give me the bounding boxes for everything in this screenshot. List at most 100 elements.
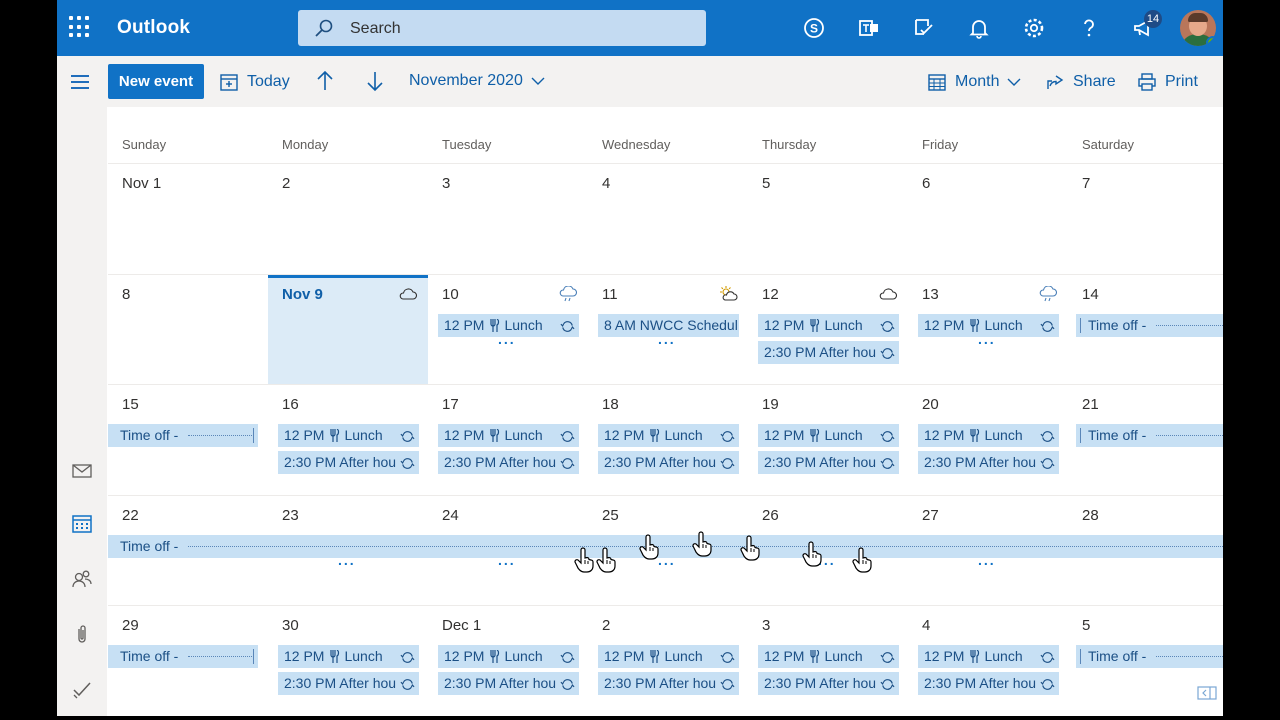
day-number[interactable]: 8: [122, 286, 131, 303]
day-number[interactable]: 20: [922, 396, 939, 413]
lunch-event[interactable]: 12 PM Lunch: [758, 314, 899, 337]
lunch-event[interactable]: 12 PM Lunch: [278, 424, 419, 447]
lunch-event[interactable]: 12 PM Lunch: [598, 424, 739, 447]
day-number[interactable]: Nov 9: [282, 286, 323, 303]
day-number[interactable]: 15: [122, 396, 139, 413]
after-hours-event[interactable]: 2:30 PM After hou: [918, 672, 1059, 695]
lunch-event[interactable]: 12 PM Lunch: [438, 645, 579, 668]
more-events-indicator[interactable]: ...: [658, 552, 676, 568]
day-number[interactable]: 28: [1082, 507, 1099, 524]
day-number[interactable]: 10: [442, 286, 459, 303]
after-hours-event[interactable]: 2:30 PM After hou: [758, 672, 899, 695]
lunch-event[interactable]: 12 PM Lunch: [598, 645, 739, 668]
after-hours-event[interactable]: 2:30 PM After hou: [758, 341, 899, 364]
view-month-dropdown[interactable]: Month: [927, 72, 1021, 92]
time-off-event[interactable]: Time off -: [108, 424, 258, 447]
day-number[interactable]: 23: [282, 507, 299, 524]
next-arrow-down-icon[interactable]: [365, 70, 393, 92]
todo-check-icon[interactable]: [71, 678, 93, 700]
my-day-icon[interactable]: [912, 16, 936, 40]
after-hours-event[interactable]: 2:30 PM After hou: [438, 672, 579, 695]
day-number[interactable]: 7: [1082, 175, 1091, 192]
after-hours-event[interactable]: 2:30 PM After hou: [438, 451, 579, 474]
day-number[interactable]: 22: [122, 507, 139, 524]
day-number[interactable]: 2: [602, 617, 611, 634]
day-number[interactable]: 12: [762, 286, 779, 303]
after-hours-event[interactable]: 2:30 PM After hou: [598, 451, 739, 474]
attachment-paperclip-icon[interactable]: [71, 623, 93, 645]
more-events-indicator[interactable]: ...: [978, 331, 996, 347]
after-hours-event[interactable]: 2:30 PM After hou: [278, 672, 419, 695]
day-number[interactable]: 14: [1082, 286, 1099, 303]
day-number[interactable]: 5: [762, 175, 771, 192]
lunch-event[interactable]: 12 PM Lunch: [918, 314, 1059, 337]
lunch-event[interactable]: 12 PM Lunch: [918, 424, 1059, 447]
more-events-indicator[interactable]: ...: [818, 552, 836, 568]
teams-icon[interactable]: [857, 16, 881, 40]
more-events-indicator[interactable]: ...: [658, 331, 676, 347]
print-button[interactable]: Print: [1137, 72, 1198, 92]
more-events-indicator[interactable]: ...: [498, 552, 516, 568]
user-avatar[interactable]: [1180, 10, 1216, 46]
expand-pane-icon[interactable]: [1197, 686, 1217, 700]
day-number[interactable]: 13: [922, 286, 939, 303]
previous-arrow-up-icon[interactable]: [315, 70, 343, 92]
day-number[interactable]: 30: [282, 617, 299, 634]
day-number[interactable]: 2: [282, 175, 291, 192]
after-hours-event[interactable]: 2:30 PM After hou: [918, 451, 1059, 474]
share-button[interactable]: Share: [1045, 72, 1116, 92]
day-number[interactable]: 27: [922, 507, 939, 524]
new-event-button[interactable]: New event: [108, 64, 204, 99]
day-number[interactable]: 3: [442, 175, 451, 192]
day-number[interactable]: 29: [122, 617, 139, 634]
app-launcher-icon[interactable]: [69, 16, 91, 38]
after-hours-event[interactable]: 2:30 PM After hou: [598, 672, 739, 695]
more-events-indicator[interactable]: ...: [978, 552, 996, 568]
day-number[interactable]: 25: [602, 507, 619, 524]
search-input[interactable]: Search: [350, 20, 401, 37]
mail-icon[interactable]: [71, 460, 93, 482]
lunch-event[interactable]: 12 PM Lunch: [438, 314, 579, 337]
day-number[interactable]: Dec 1: [442, 617, 482, 634]
time-off-event[interactable]: Time off -: [108, 645, 258, 668]
day-number[interactable]: 4: [922, 617, 931, 634]
time-off-event[interactable]: Time off -: [1076, 424, 1223, 447]
time-off-event[interactable]: Time off -: [1076, 314, 1223, 337]
period-picker[interactable]: November 2020: [409, 72, 545, 90]
lunch-event[interactable]: 12 PM Lunch: [758, 645, 899, 668]
lunch-event[interactable]: 12 PM Lunch: [278, 645, 419, 668]
after-hours-event[interactable]: 2:30 PM After hou: [278, 451, 419, 474]
day-number[interactable]: 16: [282, 396, 299, 413]
day-number[interactable]: 6: [922, 175, 931, 192]
after-hours-event[interactable]: 2:30 PM After hou: [758, 451, 899, 474]
lunch-event[interactable]: 12 PM Lunch: [918, 645, 1059, 668]
lunch-event[interactable]: 12 PM Lunch: [758, 424, 899, 447]
feedback-megaphone-icon[interactable]: [1132, 16, 1156, 40]
lunch-event[interactable]: 12 PM Lunch: [438, 424, 579, 447]
day-number[interactable]: Nov 1: [122, 175, 162, 192]
settings-gear-icon[interactable]: [1022, 16, 1046, 40]
today-button[interactable]: Today: [219, 72, 290, 92]
day-number[interactable]: 5: [1082, 617, 1091, 634]
calendar-icon[interactable]: [71, 513, 93, 535]
people-icon[interactable]: [71, 568, 93, 590]
day-number[interactable]: 18: [602, 396, 619, 413]
help-icon[interactable]: [1077, 16, 1101, 40]
day-number[interactable]: 21: [1082, 396, 1099, 413]
search-box[interactable]: Search: [298, 10, 706, 46]
notifications-bell-icon[interactable]: [967, 16, 991, 40]
more-events-indicator[interactable]: ...: [498, 331, 516, 347]
more-events-indicator[interactable]: ...: [338, 552, 356, 568]
day-number[interactable]: 24: [442, 507, 459, 524]
app-title[interactable]: Outlook: [117, 17, 191, 38]
day-number[interactable]: 26: [762, 507, 779, 524]
skype-icon[interactable]: S: [802, 16, 826, 40]
hamburger-menu-icon[interactable]: [71, 75, 89, 89]
day-number[interactable]: 11: [602, 286, 618, 303]
day-number[interactable]: 19: [762, 396, 779, 413]
day-number[interactable]: 17: [442, 396, 459, 413]
time-off-event[interactable]: Time off -: [1076, 645, 1223, 668]
day-number[interactable]: 3: [762, 617, 771, 634]
day-number[interactable]: 4: [602, 175, 611, 192]
nwcc-event[interactable]: 8 AM NWCC Schedul: [598, 314, 739, 337]
